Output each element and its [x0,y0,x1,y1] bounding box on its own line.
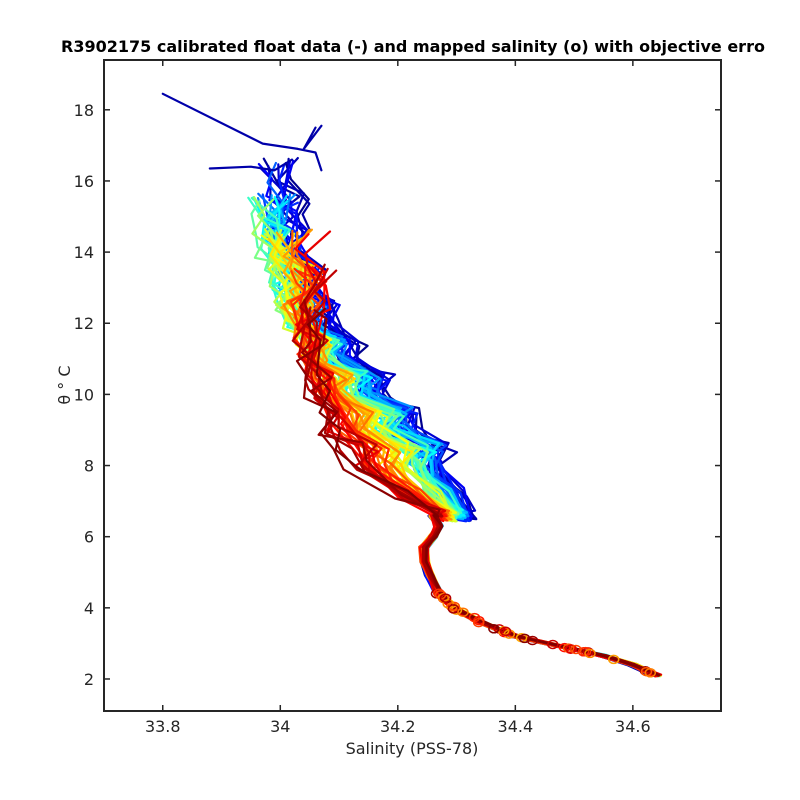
mapped-salinity-marker [547,639,559,650]
mapped-salinity-marker [499,626,512,637]
y-axis: 2 4 6 8 10 12 14 16 18 [74,101,721,689]
y-tick-label: 4 [84,599,94,618]
y-tick-label: 12 [74,314,94,333]
mapped-salinity-marker [584,648,596,659]
y-tick-label: 8 [84,457,94,476]
x-tick-label: 34 [270,717,290,736]
profile-line [208,158,294,172]
mapped-salinity-markers [430,588,657,678]
y-tick-label: 14 [74,243,94,262]
x-tick-label: 34.2 [380,717,416,736]
mapped-salinity-marker [644,668,657,678]
x-tick-label: 34.6 [615,717,651,736]
y-axis-label: θ ° C [55,365,74,404]
y-tick-label: 18 [74,101,94,120]
plot-frame [103,59,722,712]
mapped-salinity-marker [488,624,500,634]
chart-title: R3902175 calibrated float data (-) and m… [61,37,765,56]
mapped-salinity-marker [447,604,460,614]
mapped-salinity-marker [439,593,452,603]
profile-line [306,307,661,677]
y-tick-label: 16 [74,172,94,191]
mapped-salinity-marker [446,602,458,612]
mapped-salinity-marker [503,629,516,639]
mapped-salinity-marker [457,607,469,617]
x-tick-label: 34.4 [498,717,534,736]
mapped-salinity-marker [518,633,531,644]
mapped-salinity-marker [565,644,577,654]
mapped-salinity-marker [558,642,571,653]
profile-line [302,124,323,150]
profile-line [161,92,323,172]
mapped-salinity-marker [570,644,582,655]
y-tick-label: 10 [74,385,94,404]
x-tick-label: 33.8 [145,717,181,736]
mapped-salinity-marker [607,654,620,665]
mapped-salinity-marker [472,617,485,628]
x-axis-label: Salinity (PSS-78) [346,739,479,758]
y-tick-label: 2 [84,670,94,689]
mapped-salinity-marker [526,635,539,646]
y-tick-label: 6 [84,528,94,547]
x-axis: 33.8 34 34.2 34.4 34.6 [145,60,651,736]
